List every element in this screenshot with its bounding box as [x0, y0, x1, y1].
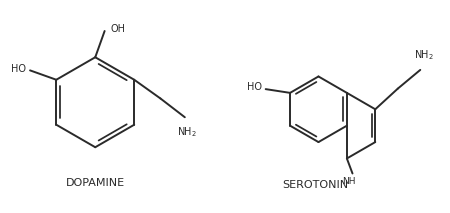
Text: HO: HO [11, 63, 26, 73]
Text: NH$_2$: NH$_2$ [414, 49, 434, 62]
Text: DOPAMINE: DOPAMINE [66, 178, 125, 188]
Text: NH: NH [342, 177, 356, 186]
Text: OH: OH [110, 24, 125, 34]
Text: SEROTONIN: SEROTONIN [282, 180, 348, 190]
Text: HO: HO [247, 82, 262, 92]
Text: NH$_2$: NH$_2$ [177, 125, 197, 138]
